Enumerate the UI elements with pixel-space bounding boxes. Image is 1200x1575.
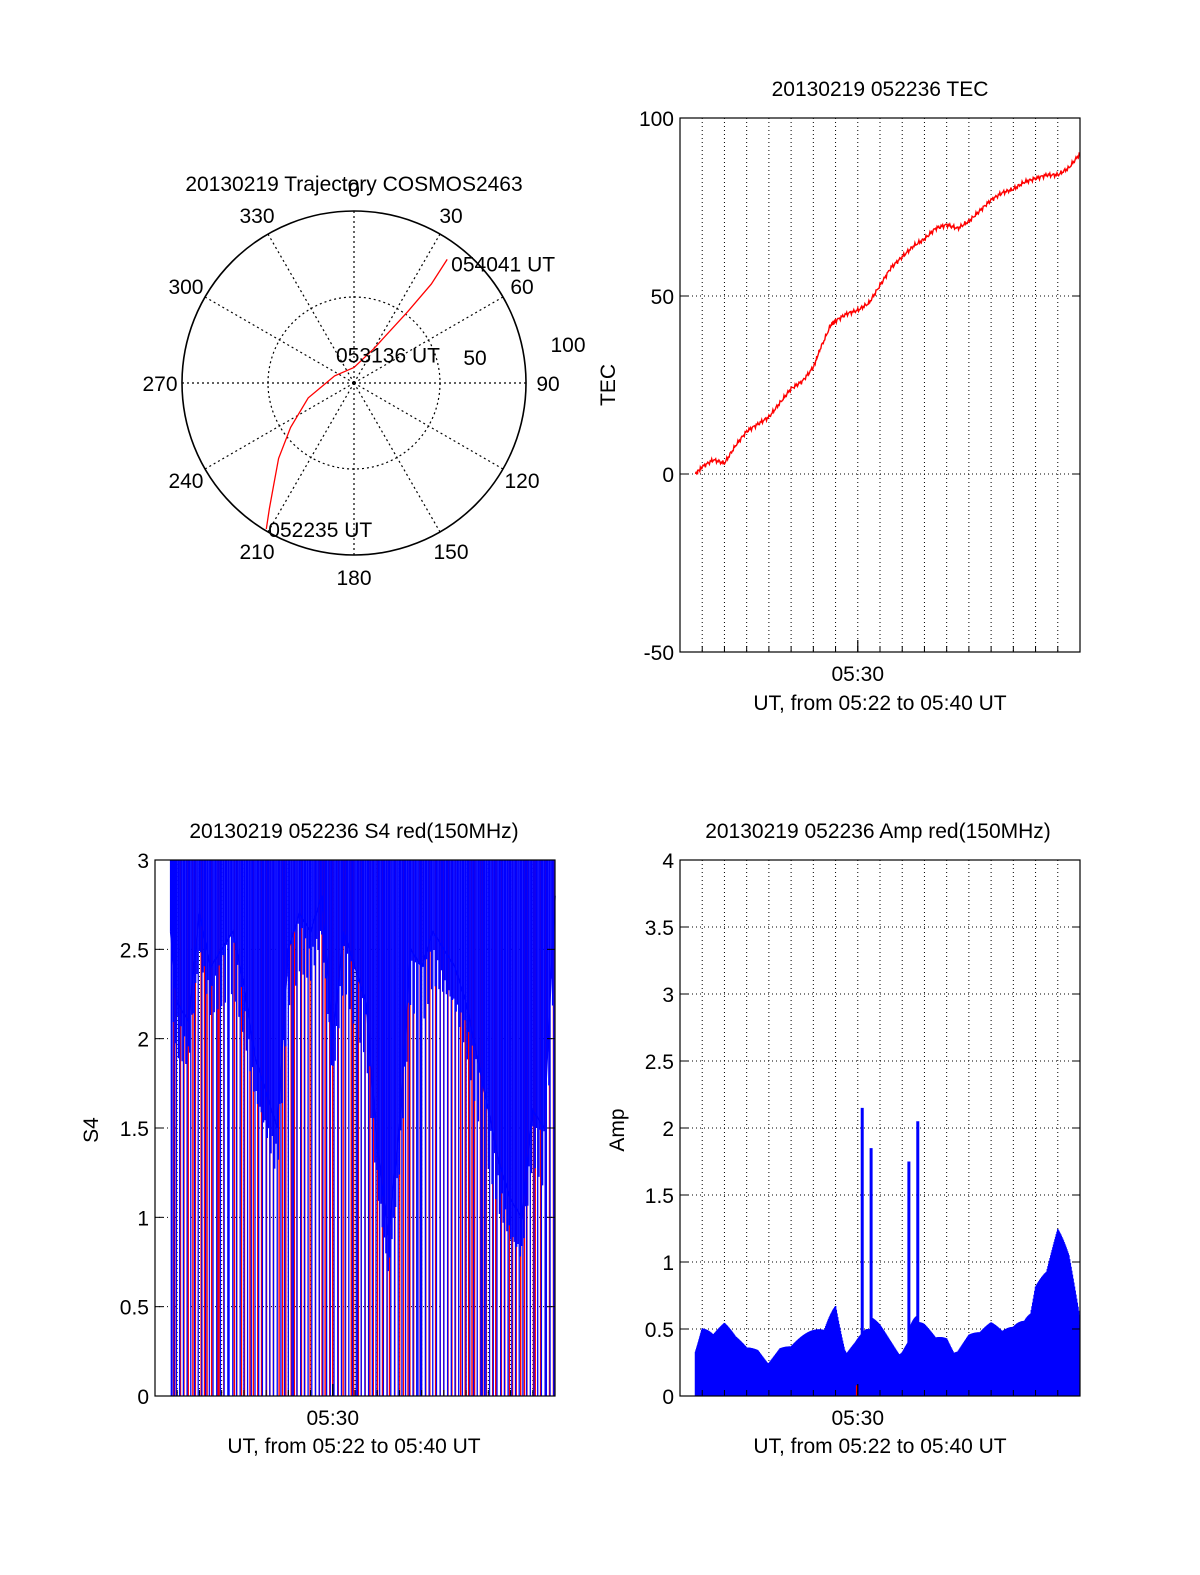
y-tick-label: 4 (662, 850, 674, 873)
s4-chart: 20130219 052236 S4 red(150MHz) UT, from … (80, 820, 556, 1458)
y-tick-label: 0 (662, 464, 674, 487)
x-tick-label: 05:30 (306, 1407, 359, 1430)
polar-grid (181, 210, 527, 556)
polar-spoke (353, 382, 441, 533)
s4-plot: 0 0.5 1 1.5 2 2.5 3 05:30 (120, 850, 556, 1430)
y-tick-label: 2.5 (120, 939, 149, 962)
x-tick-label: 05:30 (831, 1407, 884, 1430)
polar-trajectory-chart: 20130219 Trajectory COSMOS2463 0 30 60 90 12… (142, 173, 585, 590)
polar-spoke (267, 233, 355, 384)
amp-ylabel: Amp (606, 1108, 629, 1151)
polar-series (265, 259, 448, 530)
polar-azimuth-label: 240 (168, 470, 203, 493)
polar-azimuth-label: 270 (142, 373, 177, 396)
polar-title: 20130219 Trajectory COSMOS2463 (185, 173, 522, 196)
s4-series-line (169, 895, 556, 1236)
tec-ylabel: TEC (597, 364, 620, 406)
y-tick-label: 1 (662, 1252, 674, 1275)
y-tick-label: -50 (644, 642, 674, 665)
y-tick-label: 0 (662, 1386, 674, 1409)
polar-radial-label: 100 (550, 334, 585, 357)
tec-plot: -50 0 50 100 05:30 (639, 108, 1081, 686)
polar-azimuth-label: 210 (239, 541, 274, 564)
amp-plot: 0 0.5 1 1.5 2 2.5 3 3.5 4 05:30 (645, 850, 1081, 1430)
polar-azimuth-label: 0 (348, 179, 360, 202)
tec-series-line (694, 151, 1081, 476)
s4-ylabel: S4 (80, 1117, 103, 1143)
polar-azimuth-label: 180 (336, 567, 371, 590)
x-tick-label: 05:30 (831, 663, 884, 686)
polar-azimuth-label: 330 (239, 205, 274, 228)
polar-azimuth-label: 120 (504, 470, 539, 493)
polar-trajectory-line (265, 259, 448, 530)
polar-spoke (204, 296, 355, 384)
polar-time-annotation: 053136 UT (336, 345, 440, 368)
polar-labels: 0 30 60 90 120 150 180 210 240 270 300 330 50 100 0540… (142, 179, 585, 590)
tec-chart: 20130219 052236 TEC UT, from 05:22 to 05… (597, 78, 1081, 715)
polar-spoke (267, 382, 355, 533)
polar-spoke (353, 382, 504, 470)
y-tick-label: 3 (137, 850, 149, 873)
polar-azimuth-label: 90 (536, 373, 559, 396)
polar-azimuth-label: 150 (433, 541, 468, 564)
y-tick-label: 2 (662, 1118, 674, 1141)
polar-radial-label: 50 (463, 347, 486, 370)
y-tick-label: 1 (137, 1207, 149, 1230)
y-tick-label: 3 (662, 984, 674, 1007)
y-tick-label: 0 (137, 1386, 149, 1409)
y-tick-label: 50 (651, 286, 674, 309)
s4-xlabel: UT, from 05:22 to 05:40 UT (227, 1435, 480, 1458)
amp-title: 20130219 052236 Amp red(150MHz) (705, 820, 1051, 843)
s4-title: 20130219 052236 S4 red(150MHz) (189, 820, 518, 843)
y-tick-label: 2 (137, 1029, 149, 1052)
polar-azimuth-label: 300 (168, 276, 203, 299)
polar-time-annotation: 052235 UT (268, 519, 372, 542)
tec-title: 20130219 052236 TEC (772, 78, 989, 101)
polar-spoke (204, 382, 355, 470)
tec-xlabel: UT, from 05:22 to 05:40 UT (753, 692, 1006, 715)
y-tick-label: 2.5 (645, 1051, 674, 1074)
polar-azimuth-label: 30 (439, 205, 462, 228)
y-tick-label: 3.5 (645, 917, 674, 940)
amp-chart: 20130219 052236 Amp red(150MHz) UT, from… (606, 820, 1081, 1458)
y-tick-label: 1.5 (120, 1118, 149, 1141)
polar-spoke (353, 296, 504, 384)
polar-azimuth-label: 60 (510, 276, 533, 299)
y-tick-label: 100 (639, 108, 674, 131)
polar-time-annotation: 054041 UT (451, 253, 555, 276)
y-tick-label: 1.5 (645, 1185, 674, 1208)
y-tick-label: 0.5 (645, 1319, 674, 1342)
y-tick-label: 0.5 (120, 1297, 149, 1320)
amp-xlabel: UT, from 05:22 to 05:40 UT (753, 1435, 1006, 1458)
polar-spoke (353, 233, 441, 384)
